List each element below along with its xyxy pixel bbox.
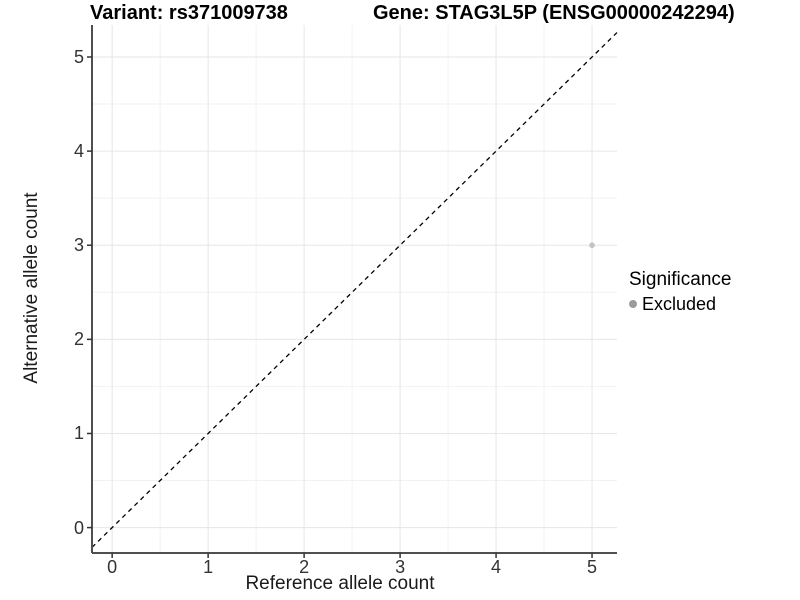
x-tick-label: 2 [299,557,310,577]
data-point [589,242,595,249]
y-tick-label: 2 [73,329,84,350]
x-axis-title: Reference allele count [245,573,435,594]
y-tick-label: 3 [73,235,84,256]
x-tick-label: 5 [587,557,598,577]
plot-title-variant: Variant: rs371009738 [90,2,288,24]
y-axis-title: Alternative allele count [21,192,42,384]
plot-title-gene: Gene: STAG3L5P (ENSG00000242294) [373,2,735,24]
y-tick-label: 1 [73,423,84,444]
y-tick-label: 5 [73,47,84,67]
y-tick-label: 4 [73,141,84,162]
y-tick-label: 0 [73,517,84,538]
legend-point-icon [629,300,637,308]
x-tick-label: 0 [107,557,118,577]
x-tick-label: 3 [395,557,406,577]
x-tick-label: 4 [491,557,502,577]
legend-item-excluded: Excluded [629,293,731,315]
identity-line [91,32,618,548]
legend-item-label: Excluded [642,294,717,314]
legend: Significance Excluded [629,269,731,315]
x-tick-label: 1 [203,557,214,577]
legend-title: Significance [629,269,732,290]
